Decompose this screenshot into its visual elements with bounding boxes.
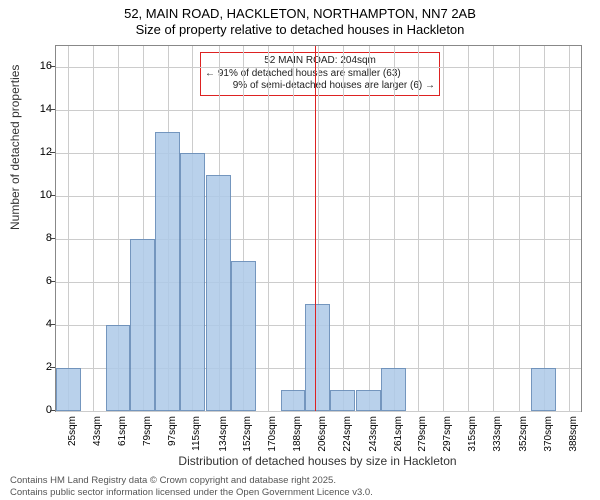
y-tick-mark [50, 238, 55, 239]
footer-line2: Contains public sector information licen… [10, 487, 373, 498]
x-tick-label: 43sqm [92, 416, 103, 456]
annotation-line3: 9% of semi-detached houses are larger (6… [205, 80, 435, 93]
chart-container: 52, MAIN ROAD, HACKLETON, NORTHAMPTON, N… [0, 0, 600, 500]
x-tick-label: 352sqm [518, 416, 529, 456]
gridline-v [519, 46, 520, 411]
y-tick-mark [50, 324, 55, 325]
x-tick-label: 152sqm [242, 416, 253, 456]
y-tick-label: 0 [22, 404, 52, 416]
y-tick-mark [50, 410, 55, 411]
x-tick-label: 61sqm [117, 416, 128, 456]
footer-text: Contains HM Land Registry data © Crown c… [10, 475, 373, 498]
x-tick-label: 25sqm [67, 416, 78, 456]
y-tick-label: 6 [22, 275, 52, 287]
gridline-v [293, 46, 294, 411]
histogram-bar [356, 390, 381, 411]
x-tick-label: 243sqm [368, 416, 379, 456]
y-tick-mark [50, 109, 55, 110]
gridline-v [569, 46, 570, 411]
histogram-bar [305, 304, 330, 411]
gridline-v [268, 46, 269, 411]
x-tick-label: 315sqm [467, 416, 478, 456]
x-tick-label: 333sqm [492, 416, 503, 456]
y-tick-mark [50, 281, 55, 282]
histogram-bar [130, 239, 155, 411]
gridline-v [93, 46, 94, 411]
y-tick-mark [50, 367, 55, 368]
x-axis-label: Distribution of detached houses by size … [55, 454, 580, 468]
x-tick-label: 224sqm [342, 416, 353, 456]
gridline-v [544, 46, 545, 411]
x-tick-label: 261sqm [393, 416, 404, 456]
y-tick-label: 2 [22, 361, 52, 373]
chart-title-line2: Size of property relative to detached ho… [0, 22, 600, 37]
histogram-bar [281, 390, 306, 411]
x-tick-label: 79sqm [142, 416, 153, 456]
gridline-v [418, 46, 419, 411]
x-tick-label: 115sqm [191, 416, 202, 456]
histogram-bar [330, 390, 355, 411]
x-tick-label: 279sqm [417, 416, 428, 456]
gridline-v [493, 46, 494, 411]
y-tick-label: 10 [22, 189, 52, 201]
reference-line [315, 46, 316, 411]
histogram-bar [381, 368, 406, 411]
y-tick-label: 16 [22, 60, 52, 72]
histogram-bar [106, 325, 131, 411]
histogram-bar [531, 368, 556, 411]
histogram-bar [155, 132, 180, 411]
annotation-line1: 52 MAIN ROAD: 204sqm [205, 55, 435, 68]
y-tick-mark [50, 195, 55, 196]
gridline-v [443, 46, 444, 411]
annotation-box: 52 MAIN ROAD: 204sqm ← 91% of detached h… [200, 52, 440, 96]
footer-line1: Contains HM Land Registry data © Crown c… [10, 475, 373, 486]
gridline-v [68, 46, 69, 411]
x-tick-label: 188sqm [292, 416, 303, 456]
y-tick-mark [50, 152, 55, 153]
x-tick-label: 206sqm [317, 416, 328, 456]
histogram-bar [56, 368, 81, 411]
gridline-v [394, 46, 395, 411]
annotation-line2: ← 91% of detached houses are smaller (63… [205, 68, 435, 81]
y-axis-label: Number of detached properties [8, 65, 22, 230]
chart-title-line1: 52, MAIN ROAD, HACKLETON, NORTHAMPTON, N… [0, 6, 600, 21]
y-tick-label: 12 [22, 146, 52, 158]
gridline-v [369, 46, 370, 411]
y-tick-label: 14 [22, 103, 52, 115]
y-tick-mark [50, 66, 55, 67]
gridline-h [56, 411, 581, 412]
plot-area: 52 MAIN ROAD: 204sqm ← 91% of detached h… [55, 45, 582, 412]
y-tick-label: 8 [22, 232, 52, 244]
gridline-v [343, 46, 344, 411]
y-tick-label: 4 [22, 318, 52, 330]
x-tick-label: 170sqm [267, 416, 278, 456]
x-tick-label: 388sqm [568, 416, 579, 456]
histogram-bar [180, 153, 205, 411]
x-tick-label: 134sqm [218, 416, 229, 456]
x-tick-label: 370sqm [543, 416, 554, 456]
gridline-v [468, 46, 469, 411]
x-tick-label: 97sqm [167, 416, 178, 456]
histogram-bar [231, 261, 256, 411]
histogram-bar [206, 175, 231, 411]
x-tick-label: 297sqm [442, 416, 453, 456]
